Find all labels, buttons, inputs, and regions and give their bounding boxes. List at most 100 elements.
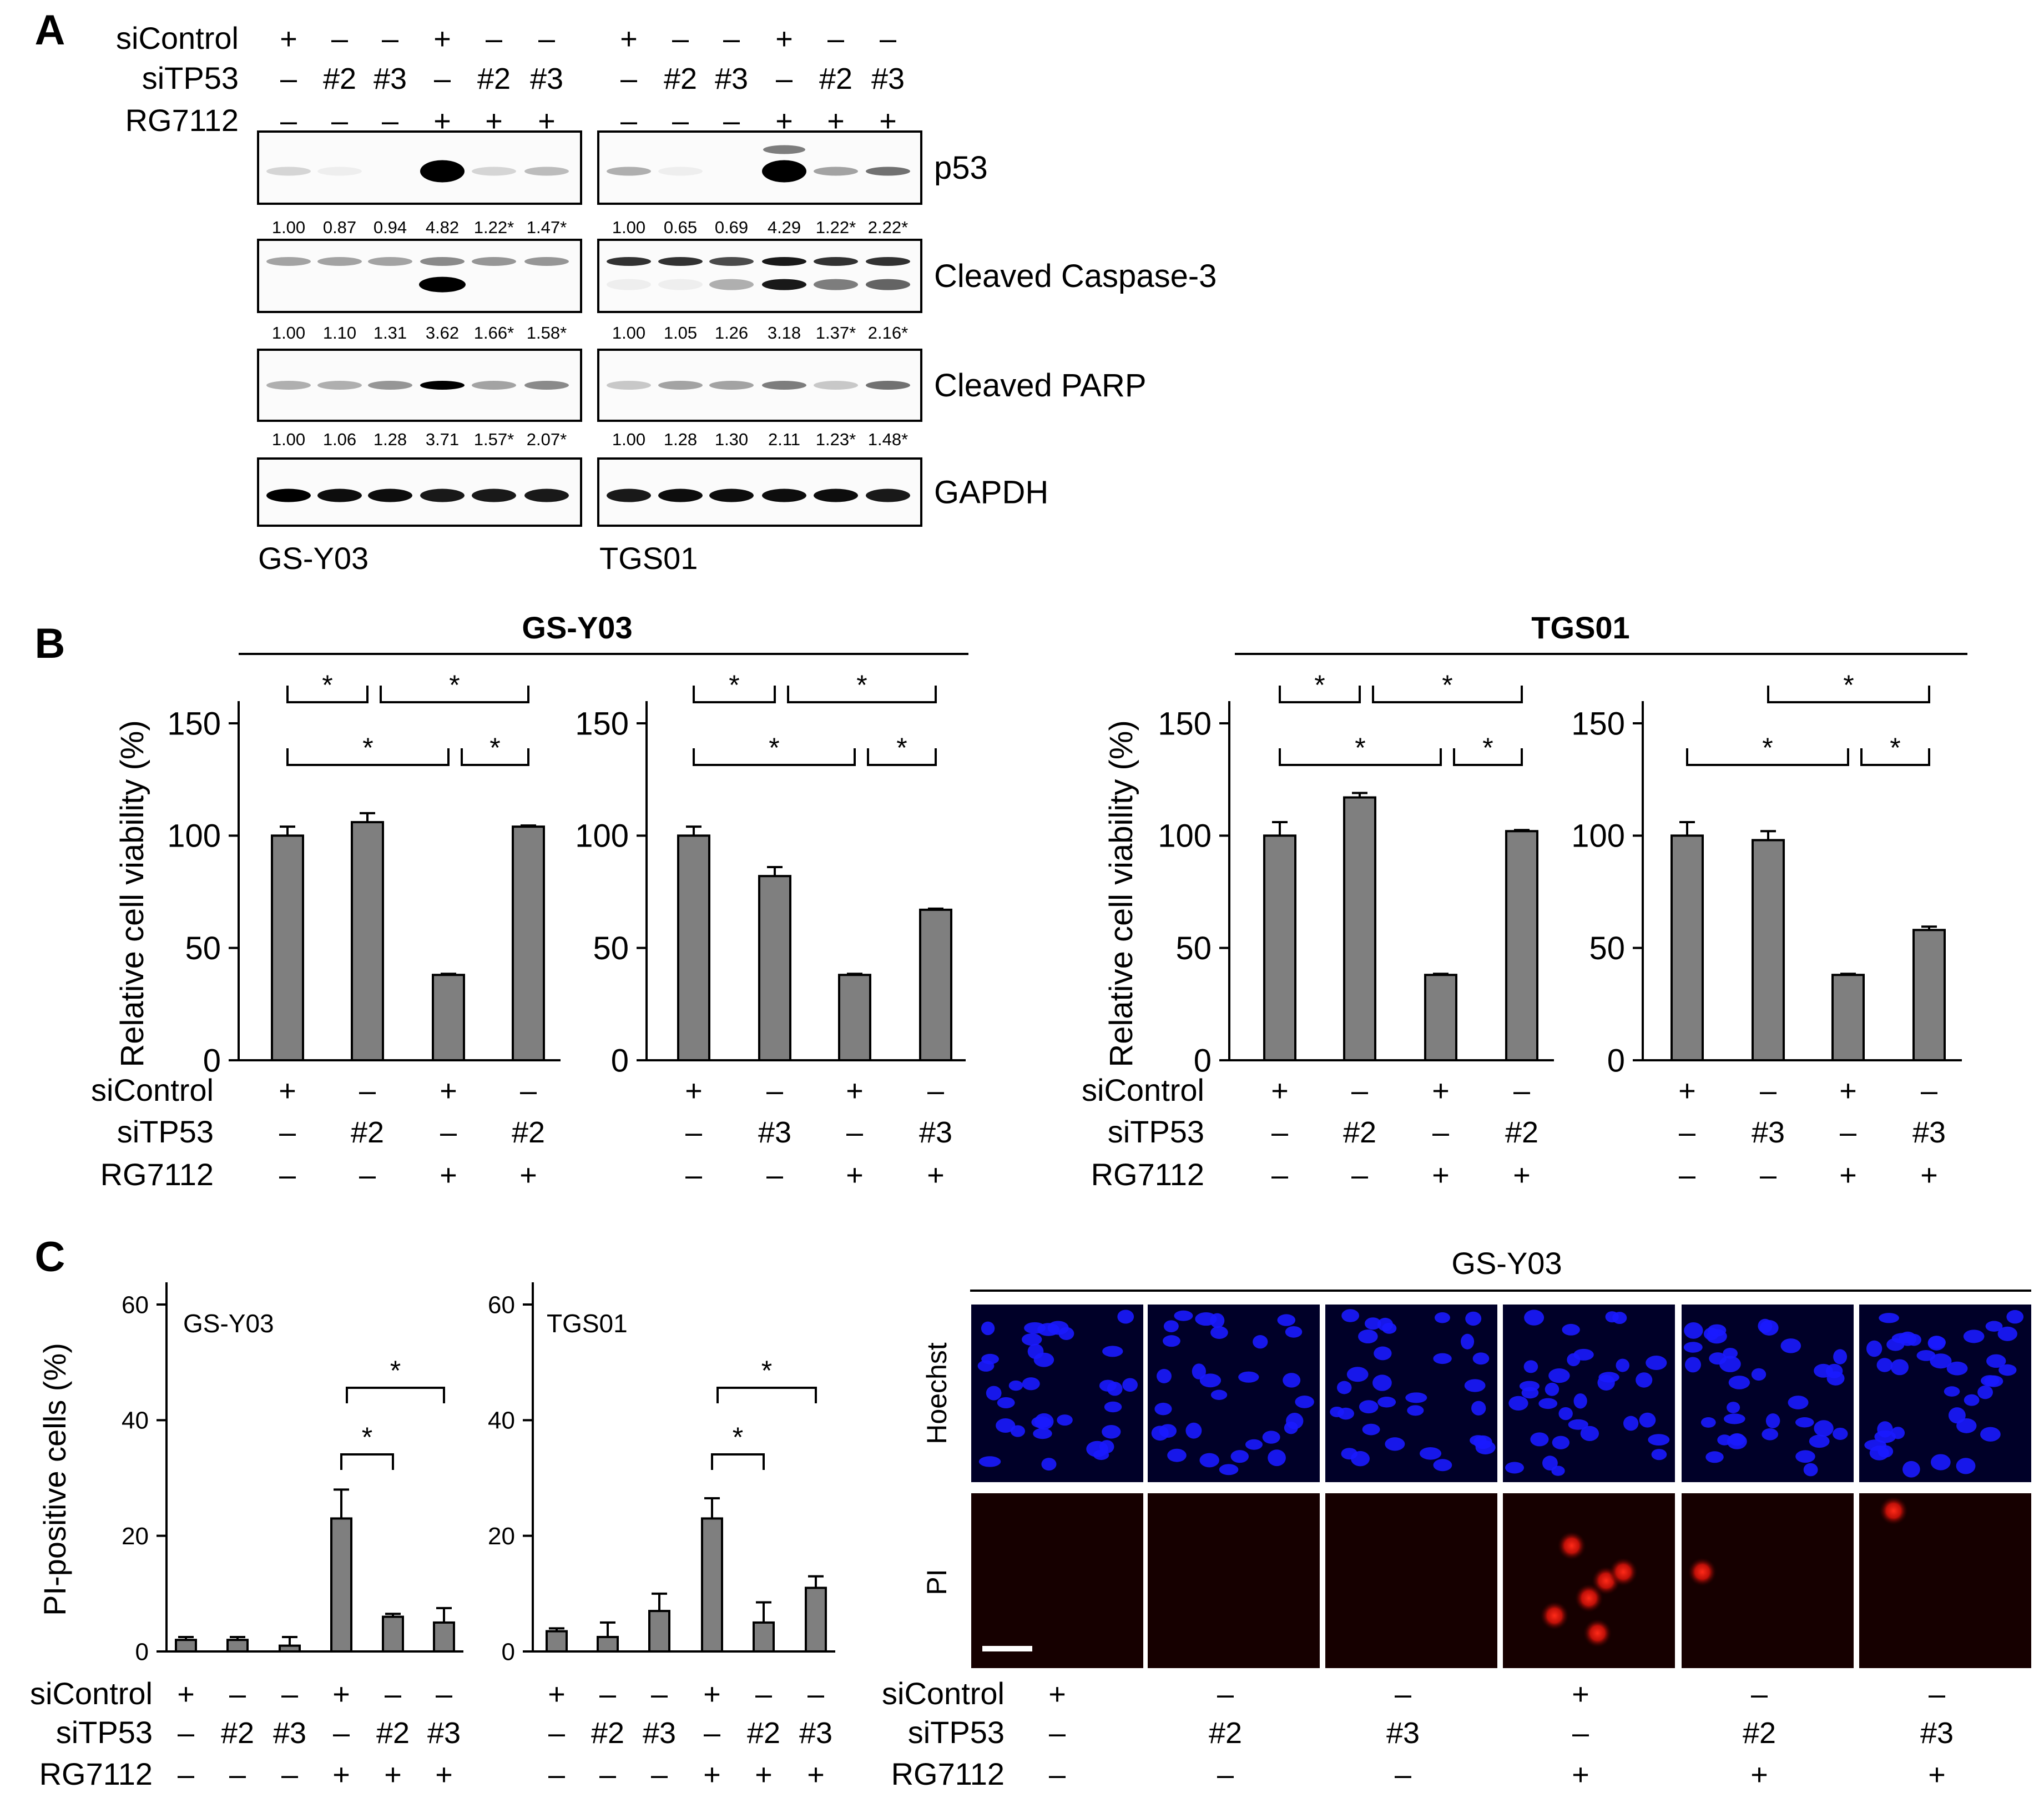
hoechst-nucleus — [1728, 1376, 1750, 1389]
condition-label-micro: + — [1928, 1758, 1946, 1791]
condition-a-right: #2 — [664, 62, 697, 95]
condition-label: – — [766, 1074, 783, 1107]
quant-value: 1.00 — [272, 430, 305, 449]
condition-a-left: #2 — [477, 62, 511, 95]
hoechst-nucleus — [1433, 1459, 1452, 1472]
blot-band — [607, 167, 651, 176]
condition-label: + — [1432, 1159, 1450, 1192]
hoechst-nucleus — [1295, 1396, 1314, 1408]
hoechst-nucleus — [1623, 1416, 1639, 1431]
condition-label: + — [927, 1159, 945, 1192]
hoechst-nucleus — [1210, 1389, 1228, 1400]
condition-label: – — [1840, 1116, 1856, 1149]
quant-value: 0.69 — [715, 218, 748, 237]
condition-a-left: – — [486, 22, 502, 56]
blot-band — [866, 257, 910, 266]
hoechst-nucleus — [1358, 1329, 1378, 1344]
significance-star: * — [1442, 669, 1452, 701]
significance-bracket — [1372, 686, 1523, 703]
significance-bracket — [340, 1453, 394, 1470]
pi-positive-cell — [1879, 1496, 1908, 1525]
group-title-tgs01: TGS01 — [1531, 610, 1629, 645]
hoechst-nucleus — [1825, 1363, 1843, 1378]
significance-star: * — [449, 669, 460, 701]
quant-value: 3.18 — [768, 323, 801, 343]
micrograph-title: GS-Y03 — [1451, 1246, 1562, 1281]
hoechst-nucleus — [1104, 1401, 1122, 1413]
hoechst-nucleus — [1651, 1449, 1667, 1461]
hoechst-nucleus — [1646, 1356, 1667, 1370]
hoechst-nucleus — [1803, 1463, 1818, 1477]
condition-label: + — [807, 1758, 825, 1791]
significance-star: * — [856, 669, 867, 701]
blot-band — [524, 488, 569, 502]
hoechst-nucleus — [1639, 1412, 1656, 1428]
condition-label: – — [1679, 1116, 1695, 1149]
row-label-c-left-0: siControl — [30, 1676, 153, 1711]
significance-star: * — [1843, 669, 1854, 701]
condition-label: #2 — [1505, 1116, 1538, 1149]
bar — [838, 974, 871, 1062]
hoechst-nucleus — [1245, 1439, 1263, 1450]
row-label-b-left-1: siTP53 — [117, 1114, 214, 1149]
hoechst-nucleus — [1916, 1350, 1936, 1361]
blot-band — [814, 257, 858, 266]
quant-value: 1.28 — [664, 430, 697, 449]
condition-label: + — [332, 1678, 350, 1711]
hoechst-nucleus — [1336, 1381, 1352, 1394]
y-tick-label: 50 — [1175, 930, 1212, 966]
condition-label: – — [178, 1716, 194, 1750]
condition-label: #2 — [747, 1716, 780, 1750]
blot-band — [814, 279, 858, 290]
blot-band — [866, 381, 910, 390]
y-tick-label: 60 — [488, 1291, 515, 1318]
condition-label-micro: #3 — [1920, 1716, 1954, 1750]
y-axis-title-b-right: Relative cell viability (%) — [1103, 720, 1139, 1067]
row-label-b-right-2: RG7112 — [1091, 1157, 1204, 1192]
condition-label: – — [548, 1716, 565, 1750]
condition-label: – — [807, 1678, 824, 1711]
hoechst-nucleus — [986, 1386, 1002, 1401]
cell-line-label-right: TGS01 — [599, 541, 698, 576]
blot-band — [658, 257, 703, 266]
condition-label: #2 — [351, 1116, 384, 1149]
condition-a-right: – — [776, 62, 793, 95]
quant-value: 1.22* — [474, 218, 514, 237]
condition-label: + — [279, 1074, 296, 1107]
blot-band — [709, 279, 754, 290]
bar — [805, 1587, 827, 1653]
blot-band — [607, 381, 651, 390]
condition-label: – — [229, 1678, 246, 1711]
quant-value: 1.00 — [612, 323, 645, 343]
hoechst-nucleus — [1876, 1358, 1893, 1372]
panel-label-b: B — [35, 620, 65, 667]
condition-a-left: – — [280, 62, 297, 95]
condition-label: – — [178, 1758, 194, 1791]
blot-box — [257, 130, 582, 205]
hoechst-nucleus — [1956, 1458, 1976, 1474]
condition-label: – — [599, 1678, 616, 1711]
hoechst-nucleus — [1795, 1417, 1814, 1428]
bar — [1343, 796, 1376, 1062]
hoechst-nucleus — [1727, 1402, 1740, 1413]
quant-value: 1.37* — [816, 323, 856, 343]
y-tick-label: 150 — [167, 706, 221, 742]
hoechst-nucleus — [1648, 1434, 1670, 1446]
hoechst-nucleus — [1277, 1314, 1296, 1326]
row-label-c-right-1: siTP53 — [908, 1715, 1005, 1750]
condition-label: – — [1513, 1074, 1530, 1107]
chart-title-tgs01: TGS01 — [547, 1309, 628, 1338]
bar — [279, 1644, 301, 1653]
condition-label: – — [548, 1758, 565, 1791]
condition-label: – — [1351, 1074, 1368, 1107]
condition-label-micro: – — [1395, 1678, 1411, 1711]
hoechst-nucleus — [1285, 1326, 1303, 1338]
significance-bracket — [867, 748, 937, 766]
quant-value: 1.48* — [868, 430, 908, 449]
bar — [330, 1517, 352, 1653]
condition-a-left: – — [538, 22, 555, 56]
blot-band — [866, 167, 910, 176]
hoechst-nucleus — [1705, 1451, 1724, 1463]
blot-band — [709, 488, 754, 502]
condition-label: + — [1839, 1159, 1857, 1192]
